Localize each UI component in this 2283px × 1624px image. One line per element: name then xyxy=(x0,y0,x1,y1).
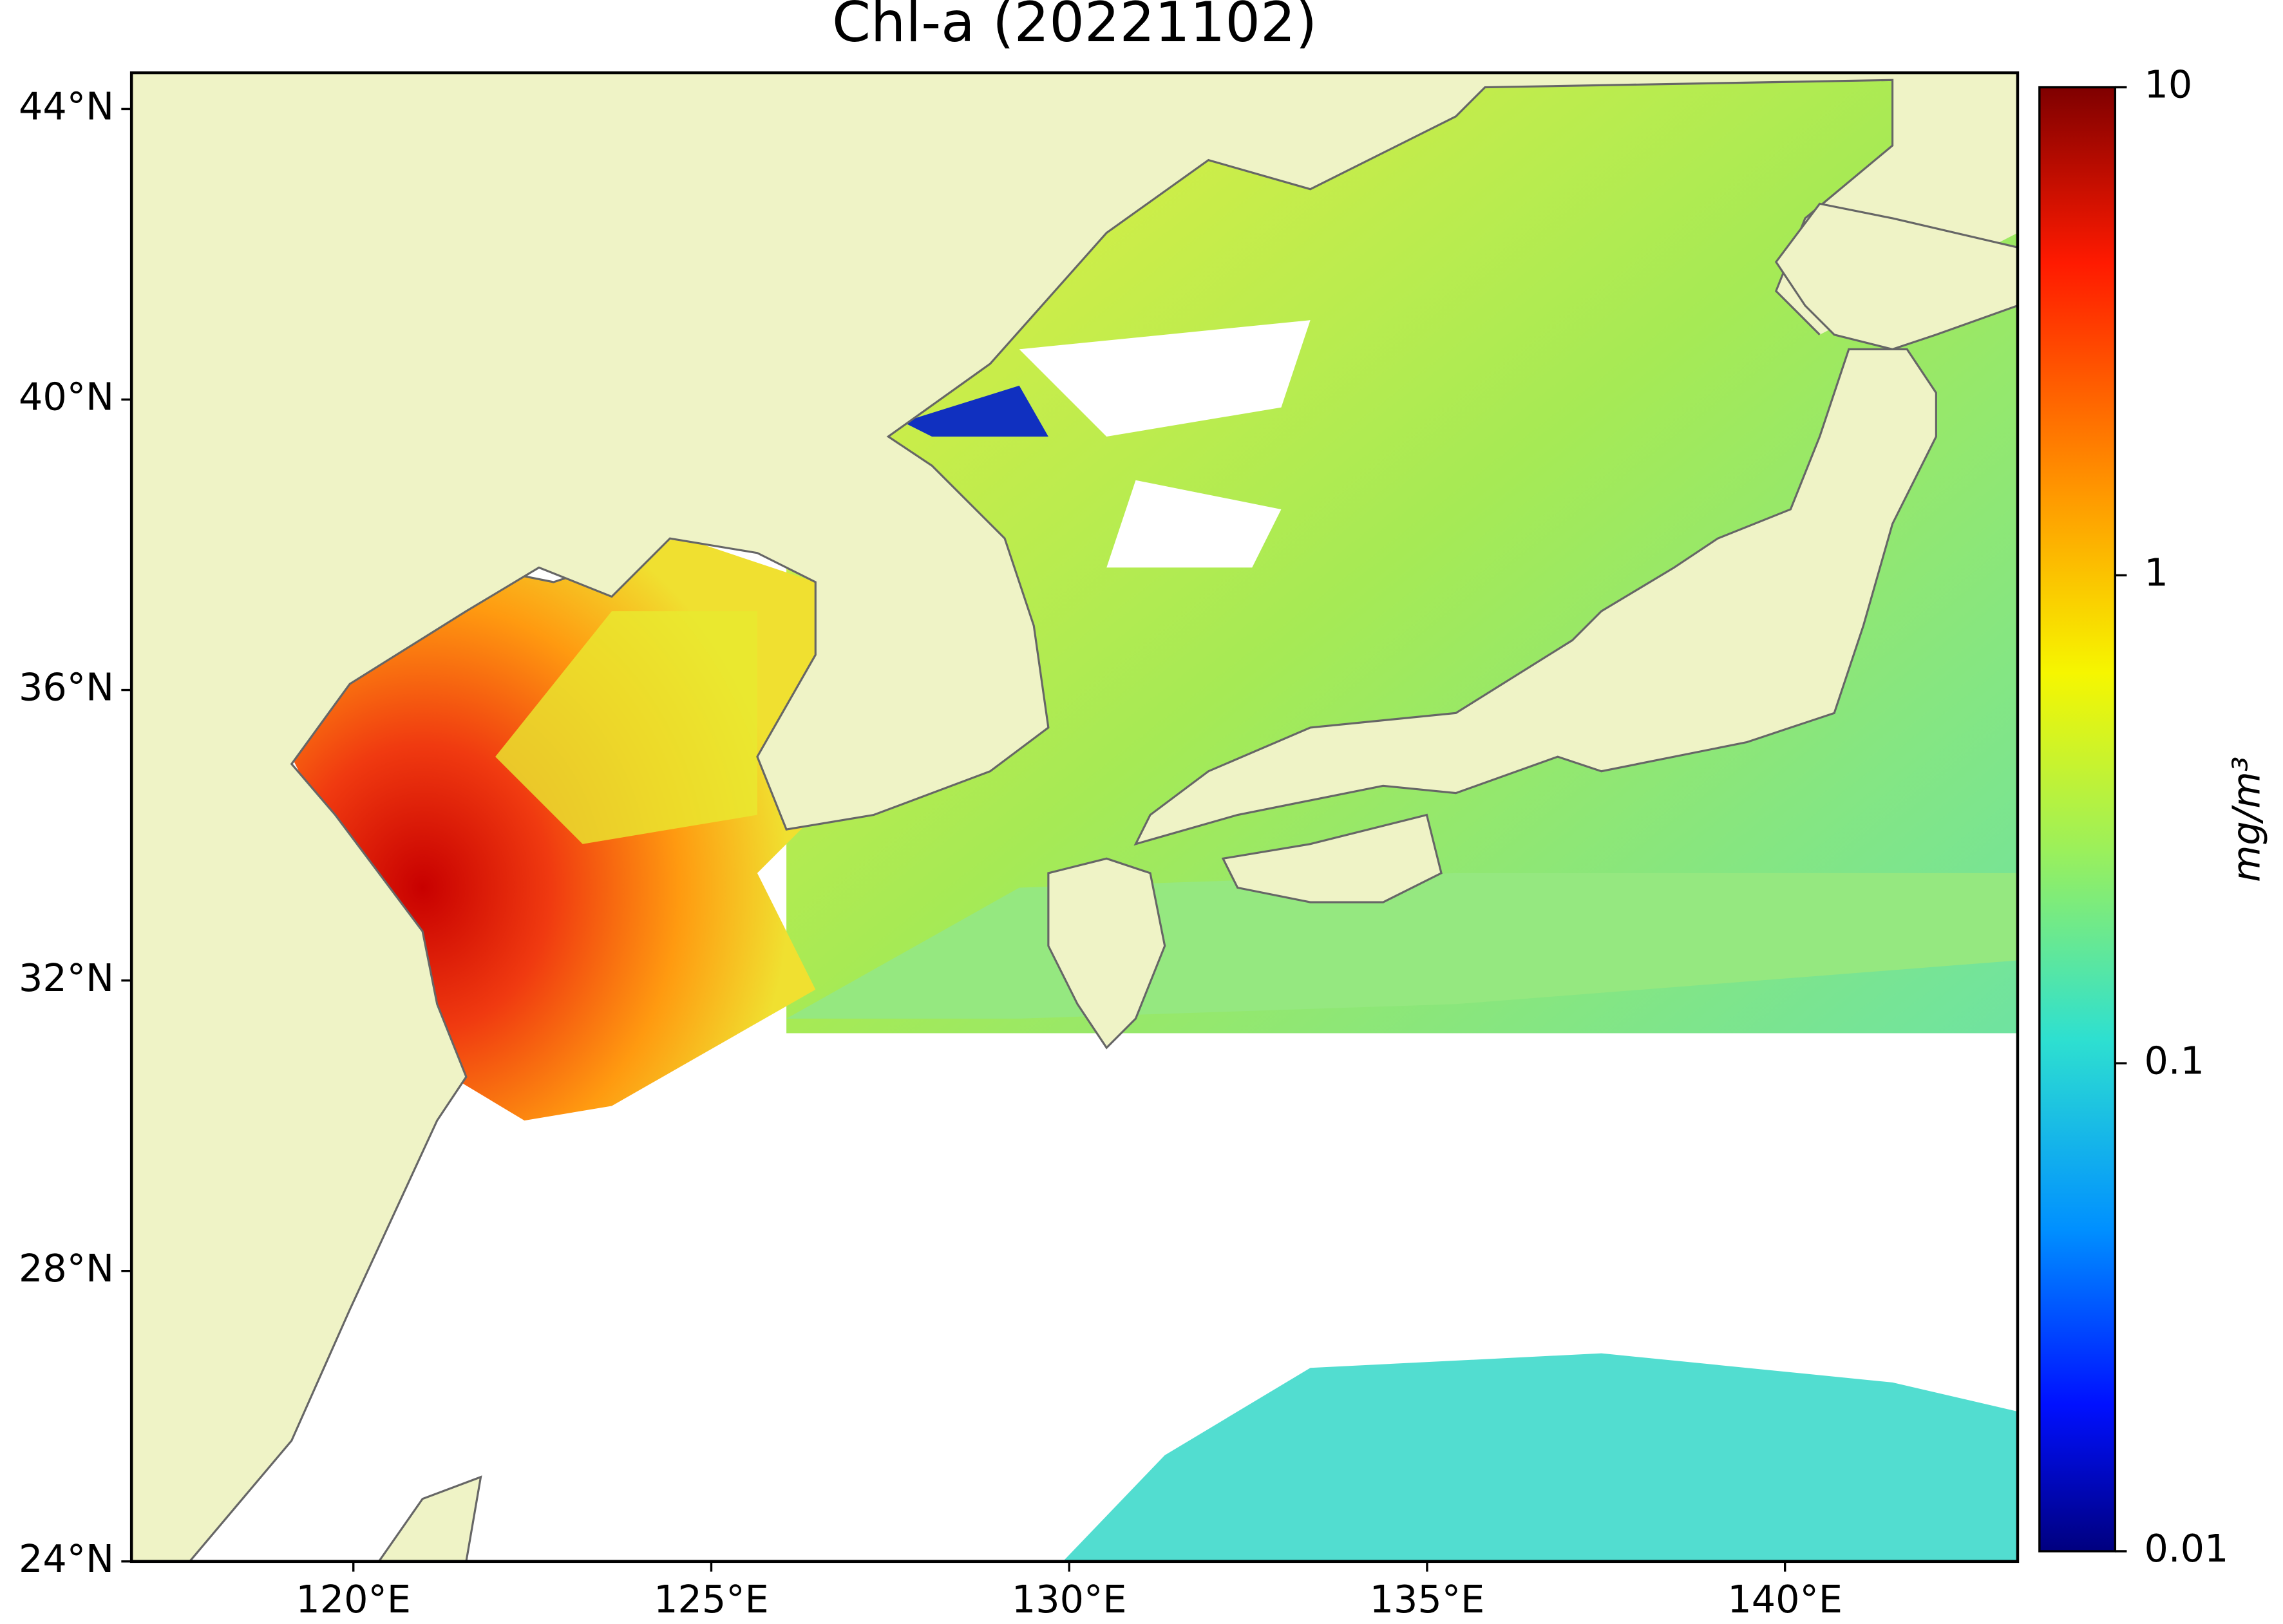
low-chl-patch xyxy=(902,385,1048,437)
y-tick-label: 32°N xyxy=(19,956,114,1000)
hokkaido xyxy=(1774,202,2018,351)
x-tick-label: 120°E xyxy=(296,1577,411,1621)
x-tick-label: 130°E xyxy=(1012,1577,1127,1621)
colorbar xyxy=(2038,86,2117,1553)
taiwan xyxy=(377,1475,482,1562)
x-tick-label: 140°E xyxy=(1727,1577,1843,1621)
x-tick-label: 135°E xyxy=(1370,1577,1485,1621)
y-tick-label: 24°N xyxy=(19,1536,114,1581)
map xyxy=(131,72,2018,1562)
chl-field-south xyxy=(1063,1353,2018,1562)
colorbar-tick-label: 10 xyxy=(2145,62,2193,107)
colorbar-tick-label: 0.1 xyxy=(2145,1038,2204,1082)
colorbar-tick-label: 1 xyxy=(2145,551,2168,595)
colorbar-tick-label: 0.01 xyxy=(2145,1526,2229,1571)
x-tick-label: 125°E xyxy=(654,1577,769,1621)
kyushu xyxy=(1047,857,1166,1050)
y-tick-label: 36°N xyxy=(19,665,114,710)
y-tick-label: 40°N xyxy=(19,375,114,419)
y-tick-label: 28°N xyxy=(19,1246,114,1290)
chart-title: Chl-a (20221102) xyxy=(832,0,1317,55)
colorbar-label: mg/m³ xyxy=(2224,757,2268,882)
honshu xyxy=(1133,348,1937,846)
chl-field-center xyxy=(495,611,757,844)
cloud-patch xyxy=(1019,320,1311,568)
shikoku xyxy=(1221,813,1443,903)
coastline xyxy=(189,79,1894,1562)
map-frame xyxy=(129,71,2020,1563)
y-tick-label: 44°N xyxy=(19,84,114,128)
